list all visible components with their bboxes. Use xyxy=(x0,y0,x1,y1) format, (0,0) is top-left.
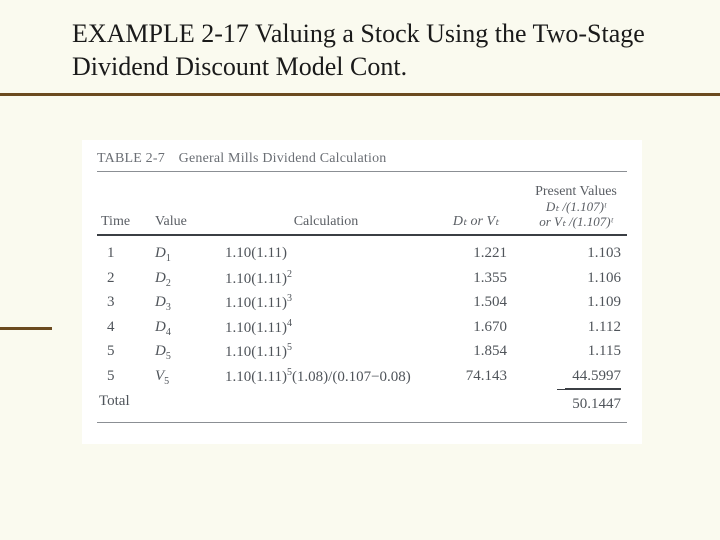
cell-value: D1 xyxy=(151,242,221,267)
table-caption: TABLE 2-7 General Mills Dividend Calcula… xyxy=(97,151,627,167)
cell-time: 5 xyxy=(97,365,151,390)
cell-time: 3 xyxy=(97,291,151,316)
slide-title: EXAMPLE 2-17 Valuing a Stock Using the T… xyxy=(72,18,668,83)
caption-rule xyxy=(97,171,627,172)
pv-header-formula-2: or Vₜ /(1.107)ᵗ xyxy=(525,215,627,230)
table-row: 5V51.10(1.11)5(1.08)/(0.107−0.08)74.1434… xyxy=(97,365,627,390)
cell-d-or-v: 1.504 xyxy=(431,291,521,316)
cell-present-value: 1.115 xyxy=(521,340,631,365)
slide: EXAMPLE 2-17 Valuing a Stock Using the T… xyxy=(0,0,720,540)
cell-calculation: 1.10(1.11)5 xyxy=(221,340,431,365)
total-value: 50.1447 xyxy=(557,389,621,416)
title-wrap: EXAMPLE 2-17 Valuing a Stock Using the T… xyxy=(0,18,720,83)
cell-value: D3 xyxy=(151,291,221,316)
table-row: 1D11.10(1.11)1.2211.103 xyxy=(97,242,627,267)
col-header-present-values: Present Values Dₜ /(1.107)ᵗ or Vₜ /(1.10… xyxy=(521,182,631,232)
table-row: 5D51.10(1.11)51.8541.115 xyxy=(97,340,627,365)
header-rule xyxy=(97,234,627,236)
cell-present-value: 1.103 xyxy=(521,242,631,267)
cell-value: V5 xyxy=(151,365,221,390)
cell-present-value: 44.5997 xyxy=(521,365,631,390)
cell-value: D5 xyxy=(151,340,221,365)
cell-d-or-v: 1.221 xyxy=(431,242,521,267)
cell-present-value: 1.112 xyxy=(521,316,631,341)
total-label: Total xyxy=(97,389,221,416)
table-number: TABLE 2-7 xyxy=(97,151,165,166)
table-body: 1D11.10(1.11)1.2211.1032D21.10(1.11)21.3… xyxy=(97,242,627,389)
cell-d-or-v: 1.854 xyxy=(431,340,521,365)
cell-calculation: 1.10(1.11)4 xyxy=(221,316,431,341)
col-header-time: Time xyxy=(97,212,151,232)
cell-d-or-v: 1.670 xyxy=(431,316,521,341)
title-underline xyxy=(0,93,720,96)
table-row: 2D21.10(1.11)21.3551.106 xyxy=(97,267,627,292)
table-row: 3D31.10(1.11)31.5041.109 xyxy=(97,291,627,316)
pv-header-label: Present Values xyxy=(535,184,617,199)
cell-calculation: 1.10(1.11)3 xyxy=(221,291,431,316)
cell-calculation: 1.10(1.11)5(1.08)/(0.107−0.08) xyxy=(221,365,431,390)
col-header-calculation: Calculation xyxy=(221,212,431,232)
cell-calculation: 1.10(1.11) xyxy=(221,242,431,267)
cell-d-or-v: 74.143 xyxy=(431,365,521,390)
total-value-cell: 50.1447 xyxy=(521,389,631,416)
left-tick-rule xyxy=(0,327,52,330)
cell-present-value: 1.106 xyxy=(521,267,631,292)
cell-calculation: 1.10(1.11)2 xyxy=(221,267,431,292)
table-row: 4D41.10(1.11)41.6701.112 xyxy=(97,316,627,341)
cell-value: D4 xyxy=(151,316,221,341)
table-total-row: Total 50.1447 xyxy=(97,389,627,416)
bottom-rule xyxy=(97,422,627,423)
pv-header-formula-1: Dₜ /(1.107)ᵗ xyxy=(525,200,627,215)
table-header-row: Time Value Calculation Dₜ or Vₜ Present … xyxy=(97,174,627,232)
cell-time: 5 xyxy=(97,340,151,365)
cell-time: 2 xyxy=(97,267,151,292)
cell-time: 4 xyxy=(97,316,151,341)
table-figure: TABLE 2-7 General Mills Dividend Calcula… xyxy=(82,140,642,444)
table-caption-text: General Mills Dividend Calculation xyxy=(179,151,387,166)
col-header-d-or-v: Dₜ or Vₜ xyxy=(431,211,521,232)
col-header-value: Value xyxy=(151,212,221,232)
cell-value: D2 xyxy=(151,267,221,292)
cell-time: 1 xyxy=(97,242,151,267)
cell-d-or-v: 1.355 xyxy=(431,267,521,292)
cell-present-value: 1.109 xyxy=(521,291,631,316)
